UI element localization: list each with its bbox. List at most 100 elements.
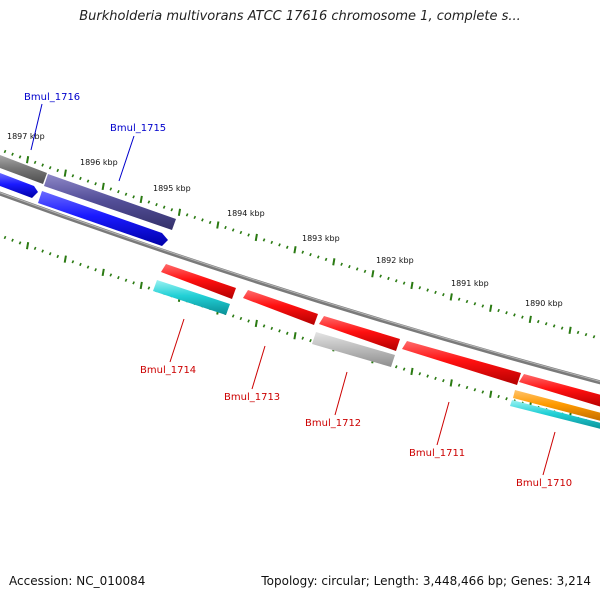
major-tick [216, 221, 220, 229]
scale-label: 1893 kbp [302, 234, 340, 243]
minor-tick [457, 383, 461, 387]
feature-bmul-1710[interactable] [519, 374, 600, 408]
minor-tick [465, 385, 469, 390]
major-tick [293, 332, 297, 340]
feature-bmul-1713[interactable] [243, 290, 318, 325]
minor-tick [442, 379, 445, 383]
minor-tick [309, 252, 312, 257]
feature-dark-gray[interactable] [0, 155, 47, 184]
major-tick [101, 182, 105, 191]
minor-tick [109, 273, 113, 277]
minor-tick [117, 275, 120, 280]
minor-tick [11, 152, 14, 156]
minor-tick [247, 233, 250, 237]
minor-tick [162, 205, 166, 209]
label-leader-line [436, 401, 450, 446]
minor-tick [124, 192, 128, 196]
minor-tick [185, 213, 189, 217]
feature-orange[interactable] [513, 390, 600, 422]
label-leader-line [118, 135, 135, 182]
minor-tick [48, 252, 52, 256]
feature-bmul-1716[interactable] [44, 174, 176, 230]
minor-tick [231, 314, 235, 318]
minor-tick [285, 331, 289, 335]
label-leader-line [251, 345, 266, 390]
minor-tick [147, 286, 151, 290]
minor-tick [434, 290, 437, 294]
minor-tick [56, 254, 60, 259]
minor-tick [521, 315, 524, 319]
minor-tick [576, 330, 580, 335]
minor-tick [239, 316, 243, 321]
minor-tick [544, 322, 548, 326]
gene-label-bmul-1715[interactable]: Bmul_1715 [110, 123, 166, 134]
minor-tick [170, 208, 174, 212]
feature-cyan-1[interactable] [153, 280, 230, 315]
major-tick [63, 169, 67, 177]
minor-tick [48, 166, 52, 170]
accession-text: Accession: NC_010084 [9, 574, 146, 588]
minor-tick [18, 155, 22, 159]
minor-tick [584, 332, 588, 337]
minor-tick [465, 299, 469, 304]
feature-gray-1712[interactable] [312, 332, 395, 367]
feature-blue-left[interactable] [0, 173, 38, 198]
label-leaders [30, 103, 556, 476]
scale-label: 1894 kbp [227, 209, 265, 218]
minor-tick [348, 264, 351, 269]
major-tick [25, 241, 30, 250]
major-tick [254, 319, 258, 328]
minor-tick [505, 397, 508, 401]
minor-tick [592, 335, 596, 339]
minor-tick [394, 365, 398, 369]
minor-tick [193, 215, 197, 220]
scale-label: 1892 kbp [376, 256, 414, 265]
minor-tick [247, 319, 250, 323]
scale-label: 1891 kbp [451, 279, 489, 288]
minor-tick [33, 160, 37, 164]
minor-tick [301, 336, 305, 340]
feature-bmul-1714[interactable] [161, 264, 236, 299]
major-tick [489, 390, 493, 398]
feature-bmul-1715[interactable] [38, 191, 168, 246]
chromosome-backbone [0, 191, 600, 385]
gene-label-bmul-1711[interactable]: Bmul_1711 [409, 448, 465, 459]
minor-tick [132, 281, 135, 285]
minor-tick [155, 202, 158, 207]
gene-label-bmul-1714[interactable]: Bmul_1714 [140, 365, 196, 376]
gene-label-bmul-1716[interactable]: Bmul_1716 [24, 92, 80, 103]
minor-tick [56, 168, 60, 173]
gene-label-bmul-1710[interactable]: Bmul_1710 [516, 478, 572, 489]
minor-tick [316, 255, 320, 259]
minor-tick [497, 308, 500, 313]
scale-label: 1897 kbp [7, 132, 45, 141]
minor-tick [278, 243, 281, 247]
major-tick [528, 315, 532, 324]
gene-label-bmul-1712[interactable]: Bmul_1712 [305, 418, 361, 429]
minor-tick [33, 246, 37, 250]
feature-bmul-1711[interactable] [402, 341, 521, 385]
minor-tick [426, 374, 429, 378]
scale-label: 1895 kbp [153, 184, 191, 193]
feature-cyan-2[interactable] [510, 400, 600, 430]
minor-tick [340, 262, 343, 266]
scale-label: 1896 kbp [80, 158, 118, 167]
minor-tick [355, 267, 359, 271]
map-title: Burkholderia multivorans ATCC 17616 chro… [79, 9, 521, 24]
major-tick [63, 255, 67, 263]
minor-tick [41, 249, 44, 253]
major-tick [449, 293, 453, 301]
major-tick [371, 270, 375, 278]
minor-tick [109, 187, 113, 191]
minor-tick [94, 268, 97, 272]
minor-tick [402, 367, 406, 371]
minor-tick [86, 265, 90, 269]
feature-bmul-1712[interactable] [319, 316, 400, 351]
minor-tick [79, 262, 82, 267]
minor-tick [208, 220, 212, 225]
minor-tick [94, 182, 97, 186]
minor-tick [79, 176, 82, 181]
gene-label-bmul-1713[interactable]: Bmul_1713 [224, 392, 280, 403]
major-tick [177, 208, 182, 216]
major-tick [25, 155, 30, 164]
